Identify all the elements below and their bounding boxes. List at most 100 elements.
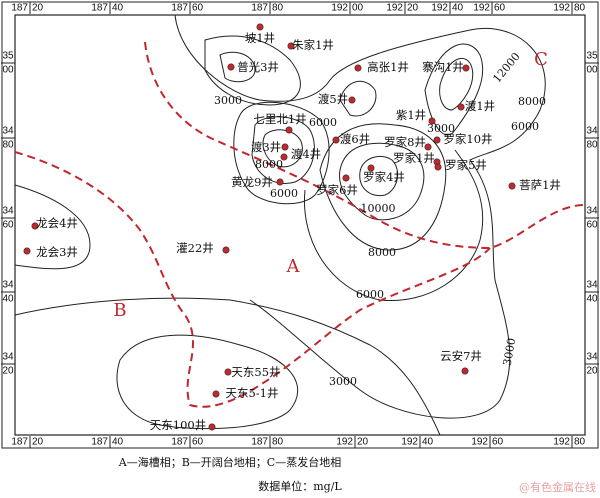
well-dot bbox=[285, 126, 293, 134]
contour-line bbox=[116, 334, 299, 430]
contour-line bbox=[359, 156, 399, 197]
frame-label: 80 bbox=[574, 437, 586, 448]
contour-label: 10000 bbox=[361, 202, 396, 215]
well-dot bbox=[348, 96, 356, 104]
well-label: 罗家5井 bbox=[445, 158, 487, 172]
contour-label: 6000 bbox=[309, 116, 337, 129]
watermark: @有色金属在线 bbox=[519, 480, 596, 494]
frame-label: 192 bbox=[471, 437, 488, 448]
frame-label: 40 bbox=[422, 437, 434, 448]
contour-label: 3000 bbox=[427, 122, 455, 135]
contour-line bbox=[204, 35, 301, 106]
well-dot bbox=[287, 42, 295, 50]
well-dot bbox=[428, 117, 436, 125]
well-label: 朱家1井 bbox=[292, 38, 334, 52]
well-dot bbox=[276, 178, 284, 186]
frame-label: 20 bbox=[32, 437, 44, 448]
contour-line bbox=[174, 14, 546, 419]
well-label: 罗家6井 bbox=[316, 183, 358, 197]
well-label: 高张1井 bbox=[367, 60, 409, 74]
frame-label: 40 bbox=[2, 294, 14, 305]
well-dot bbox=[222, 246, 230, 254]
frame-label: 192 bbox=[336, 437, 353, 448]
well-dot bbox=[332, 136, 340, 144]
contour-line bbox=[439, 58, 474, 111]
frame-label: 60 bbox=[2, 220, 14, 231]
frame-label: 20 bbox=[586, 366, 598, 377]
zone-boundaries bbox=[14, 41, 586, 408]
well-label: 坡1井 bbox=[245, 31, 275, 45]
well-dot bbox=[433, 136, 441, 144]
frame-label: 40 bbox=[112, 3, 124, 14]
well-dot bbox=[23, 247, 31, 255]
contour-label: 8000 bbox=[255, 158, 283, 171]
well-dot bbox=[354, 64, 362, 72]
frame-label: 192 bbox=[553, 3, 570, 14]
well-label: 黄龙9井 bbox=[231, 175, 273, 189]
frame-label: 60 bbox=[586, 220, 598, 231]
contour-line bbox=[14, 297, 441, 436]
well-label: 普光3井 bbox=[237, 60, 279, 74]
frame-label: 192 bbox=[473, 3, 490, 14]
frame-label: 187 bbox=[251, 437, 268, 448]
well-dot bbox=[434, 163, 442, 171]
frame-label: 34 bbox=[2, 126, 14, 137]
well-dot bbox=[280, 153, 288, 161]
well-label: 寨沟1井 bbox=[422, 60, 464, 74]
well-label: 渡4井 bbox=[291, 147, 321, 161]
well-dot bbox=[424, 143, 432, 151]
frame-label: 192 bbox=[331, 3, 348, 14]
frame-label: 34 bbox=[586, 352, 598, 363]
frame-label: 00 bbox=[2, 65, 14, 76]
outer-frame bbox=[1, 1, 599, 449]
frame-label: 20 bbox=[407, 3, 419, 14]
frame-label: 60 bbox=[192, 437, 204, 448]
frame-label: 20 bbox=[32, 3, 44, 14]
well-dot bbox=[342, 174, 350, 182]
frame-label: 192 bbox=[386, 3, 403, 14]
well-label: 渡1井 bbox=[465, 99, 495, 113]
frame-label: 187 bbox=[91, 3, 108, 14]
contour-label: 6000 bbox=[511, 120, 539, 133]
unit-label: 数据单位：mg/L bbox=[258, 479, 342, 493]
well-label: 灌22井 bbox=[176, 241, 214, 255]
well-label: 罗家4井 bbox=[363, 170, 405, 184]
well-label: 罗家10井 bbox=[443, 132, 492, 146]
frame-label: 192 bbox=[431, 3, 448, 14]
contour-label: 6000 bbox=[356, 288, 384, 301]
well-label: 渡6井 bbox=[340, 132, 370, 146]
well-label: 紫1井 bbox=[396, 108, 426, 122]
well-dot bbox=[461, 367, 469, 375]
contour-line bbox=[14, 184, 91, 270]
zone-label: A bbox=[286, 256, 301, 277]
contour-line bbox=[251, 116, 315, 184]
frame-label: 20 bbox=[357, 437, 369, 448]
frame-label: 40 bbox=[112, 437, 124, 448]
contour-line bbox=[424, 43, 484, 136]
well-dot bbox=[212, 390, 220, 398]
legend-caption: A—海槽相；B—开阔台地相；C—蒸发台地相 bbox=[118, 455, 341, 469]
contour-label: 3000 bbox=[214, 94, 242, 107]
contour-line bbox=[233, 101, 330, 205]
frame-label: 187 bbox=[11, 3, 28, 14]
zone-label: C bbox=[534, 49, 548, 70]
frame-label: 34 bbox=[586, 126, 598, 137]
contours bbox=[14, 14, 546, 436]
frame-label: 00 bbox=[586, 65, 598, 76]
frame-label: 40 bbox=[452, 3, 464, 14]
frame-label: 187 bbox=[171, 437, 188, 448]
frame-label: 34 bbox=[586, 280, 598, 291]
contour-label: 8000 bbox=[518, 95, 546, 108]
well-dot bbox=[508, 182, 516, 190]
frame-label: 00 bbox=[352, 3, 364, 14]
contour-label: 8000 bbox=[368, 246, 396, 259]
frame-label: 35 bbox=[2, 51, 14, 62]
well-label: 天东100井 bbox=[150, 418, 206, 432]
frame-label: 60 bbox=[192, 3, 204, 14]
well-label: 罗家1井 bbox=[393, 151, 435, 165]
frame-label: 187 bbox=[251, 3, 268, 14]
contour-line bbox=[303, 149, 484, 302]
well-label: 渡5井 bbox=[318, 92, 348, 106]
frame-label: 80 bbox=[272, 437, 284, 448]
